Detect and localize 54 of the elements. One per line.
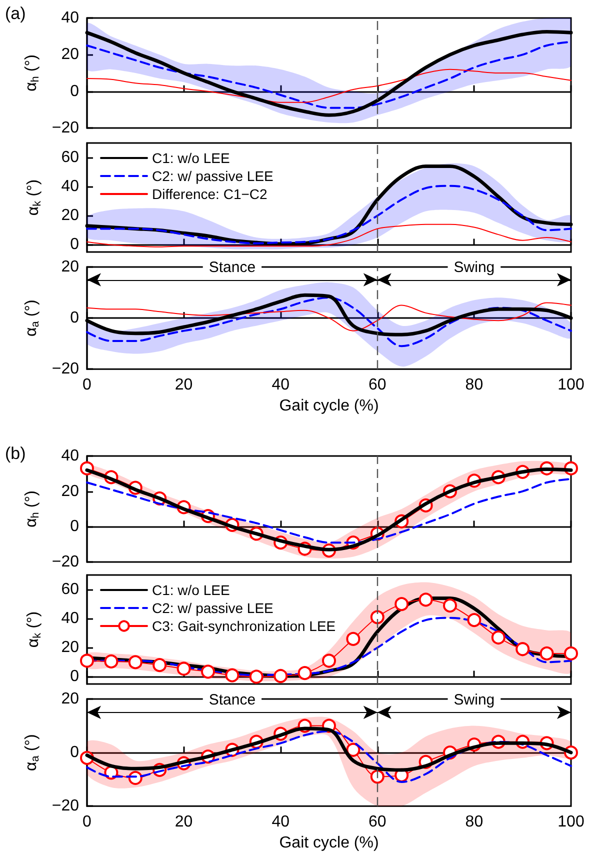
- x-tick-label: 60: [368, 376, 386, 394]
- x-tick-label: 0: [82, 814, 92, 831]
- y-tick-label: −20: [52, 554, 80, 570]
- y-axis-title: αh (°): [22, 490, 42, 528]
- y-tick-label: 20: [61, 482, 80, 500]
- y-tick-label: 40: [61, 448, 80, 464]
- y-tick-label: 0: [70, 518, 80, 536]
- y-tick-label: 60: [61, 149, 80, 166]
- y-axis-title: αk (°): [25, 611, 44, 648]
- y-tick-label: −20: [52, 798, 80, 815]
- annotation: Swing: [454, 258, 495, 276]
- x-tick-label: 80: [465, 814, 484, 831]
- legend-label: Difference: C1−C2: [152, 186, 268, 202]
- annotation: Stance: [208, 691, 256, 708]
- y-tick-label: 40: [61, 10, 80, 26]
- chart-title: (b): [5, 444, 26, 463]
- y-tick-label: 20: [61, 46, 80, 64]
- y-tick-label: 40: [61, 610, 80, 628]
- y-tick-label: 20: [61, 258, 80, 276]
- y-tick-label: −20: [52, 360, 80, 378]
- y-tick-label: 0: [70, 236, 80, 254]
- legend-label: C1: w/o LEE: [152, 582, 230, 598]
- x-tick-label: 20: [174, 376, 193, 394]
- chart-title: (a): [5, 4, 26, 23]
- annotation: Swing: [454, 691, 495, 708]
- y-tick-label: 20: [61, 207, 80, 224]
- x-tick-label: 80: [465, 376, 484, 394]
- y-tick-label: 20: [61, 690, 80, 708]
- y-axis-title: αh (°): [22, 54, 42, 92]
- x-axis-title: Gait cycle (%): [279, 834, 379, 852]
- x-tick-label: 100: [558, 814, 584, 831]
- x-tick-label: 20: [174, 814, 193, 831]
- legend-label: C3: Gait-synchronization LEE: [152, 618, 336, 634]
- x-tick-label: 100: [558, 376, 584, 394]
- y-axis-title: αa (°): [22, 300, 42, 336]
- y-tick-label: 20: [61, 639, 80, 656]
- y-axis-title: αa (°): [22, 734, 42, 771]
- y-tick-label: 60: [61, 581, 80, 598]
- y-tick-label: 0: [70, 310, 80, 327]
- x-axis-title: Gait cycle (%): [279, 398, 379, 414]
- y-axis-title: αk (°): [25, 179, 44, 216]
- x-tick-label: 60: [368, 814, 386, 831]
- y-tick-label: 0: [70, 744, 80, 762]
- legend-label: C1: w/o LEE: [152, 150, 230, 166]
- x-tick-label: 40: [272, 814, 290, 831]
- annotation: Stance: [208, 258, 256, 276]
- y-tick-label: 0: [70, 668, 80, 686]
- y-tick-label: 0: [70, 82, 80, 100]
- legend-label: C2: w/ passive LEE: [152, 600, 274, 616]
- y-tick-label: −20: [52, 120, 80, 136]
- legend-label: C2: w/ passive LEE: [152, 168, 274, 184]
- y-tick-label: 40: [61, 178, 80, 196]
- x-tick-label: 40: [272, 376, 290, 394]
- x-tick-label: 0: [82, 376, 92, 394]
